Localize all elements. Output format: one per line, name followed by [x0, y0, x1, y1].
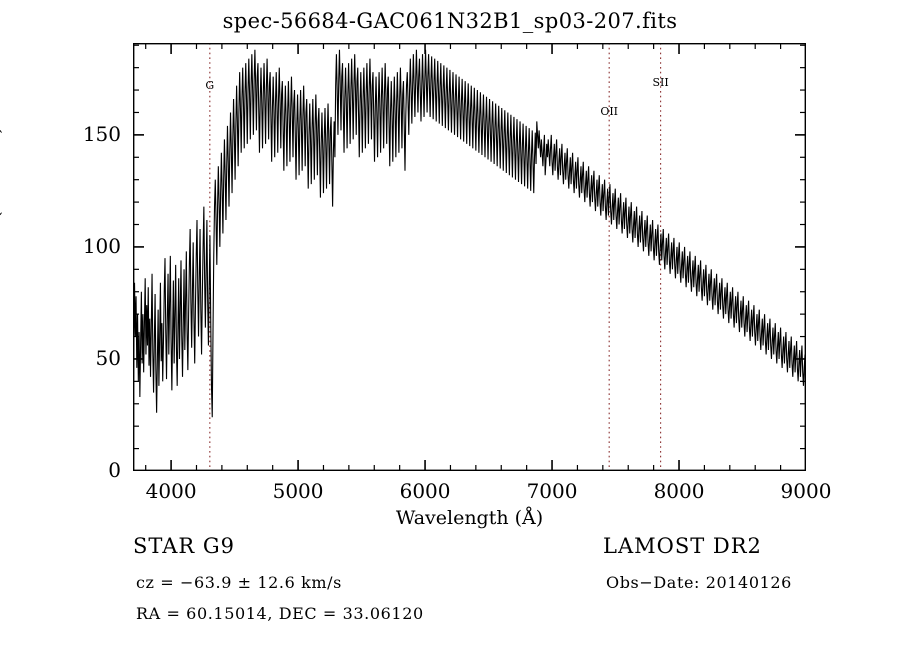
spectrum-trace: [133, 49, 806, 451]
y-axis-label: Flux (relative): [0, 126, 4, 270]
footer-cz: cz = −63.9 ± 12.6 km/s: [136, 573, 342, 592]
plot-frame: [133, 43, 806, 471]
spectral-line-label-sii: SII: [652, 76, 669, 90]
spectral-line-markers: [209, 43, 662, 471]
x-tick-label: 8000: [653, 479, 705, 503]
x-tick-label: 5000: [272, 479, 324, 503]
x-tick-label: 7000: [526, 479, 578, 503]
spectrum-plot: [133, 43, 806, 471]
spectrum-svg: [133, 43, 806, 471]
y-tick-label: 0: [108, 458, 121, 482]
x-tick-label: 9000: [780, 479, 832, 503]
x-axis-label: Wavelength (Å): [395, 507, 544, 529]
y-tick-label: 100: [82, 233, 121, 258]
spectral-line-label-g: G: [205, 78, 215, 92]
x-tick-label: 4000: [145, 479, 197, 503]
footer-survey: LAMOST DR2: [603, 534, 762, 558]
y-tick-label: 150: [82, 121, 121, 146]
y-tick-label: 50: [95, 345, 121, 370]
axis-major-ticks: [133, 43, 806, 471]
page-title: spec-56684-GAC061N32B1_sp03-207.fits: [222, 9, 678, 33]
footer-obs-date: Obs−Date: 20140126: [606, 573, 792, 592]
footer-star-type: STAR G9: [133, 534, 236, 558]
footer-coordinates: RA = 60.15014, DEC = 33.06120: [136, 604, 424, 623]
x-tick-label: 6000: [399, 479, 451, 503]
spectral-line-label-oii: OII: [600, 105, 619, 119]
